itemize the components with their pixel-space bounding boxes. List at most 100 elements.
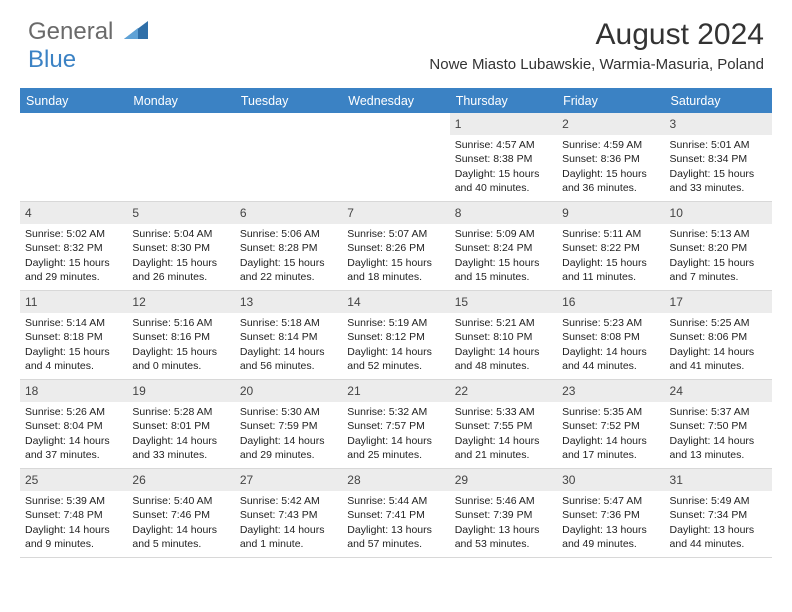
sunset-text: Sunset: 7:46 PM xyxy=(132,508,229,522)
calendar-header-cell: Sunday xyxy=(20,90,127,113)
sunset-text: Sunset: 7:39 PM xyxy=(455,508,552,522)
calendar-row: 25Sunrise: 5:39 AMSunset: 7:48 PMDayligh… xyxy=(20,469,772,558)
calendar-cell: 12Sunrise: 5:16 AMSunset: 8:16 PMDayligh… xyxy=(127,291,234,379)
sunrise-text: Sunrise: 5:23 AM xyxy=(562,316,659,330)
sunrise-text: Sunrise: 5:07 AM xyxy=(347,227,444,241)
cell-content: Sunrise: 5:19 AMSunset: 8:12 PMDaylight:… xyxy=(342,313,449,377)
calendar-cell: 15Sunrise: 5:21 AMSunset: 8:10 PMDayligh… xyxy=(450,291,557,379)
cell-content: Sunrise: 5:47 AMSunset: 7:36 PMDaylight:… xyxy=(557,491,664,555)
date-number: 9 xyxy=(557,202,664,224)
daylight-text: Daylight: 15 hours and 22 minutes. xyxy=(240,256,337,284)
calendar-cell: 21Sunrise: 5:32 AMSunset: 7:57 PMDayligh… xyxy=(342,380,449,468)
cell-content: Sunrise: 5:13 AMSunset: 8:20 PMDaylight:… xyxy=(665,224,772,288)
logo-text-wrap: General Blue xyxy=(28,18,150,74)
calendar: SundayMondayTuesdayWednesdayThursdayFrid… xyxy=(20,88,772,558)
daylight-text: Daylight: 13 hours and 53 minutes. xyxy=(455,523,552,551)
daylight-text: Daylight: 15 hours and 15 minutes. xyxy=(455,256,552,284)
daylight-text: Daylight: 14 hours and 33 minutes. xyxy=(132,434,229,462)
calendar-cell: 3Sunrise: 5:01 AMSunset: 8:34 PMDaylight… xyxy=(665,113,772,201)
sunset-text: Sunset: 8:16 PM xyxy=(132,330,229,344)
daylight-text: Daylight: 14 hours and 1 minute. xyxy=(240,523,337,551)
date-number: 8 xyxy=(450,202,557,224)
sunset-text: Sunset: 8:18 PM xyxy=(25,330,122,344)
sunrise-text: Sunrise: 5:11 AM xyxy=(562,227,659,241)
daylight-text: Daylight: 14 hours and 37 minutes. xyxy=(25,434,122,462)
sunrise-text: Sunrise: 5:30 AM xyxy=(240,405,337,419)
calendar-cell: 17Sunrise: 5:25 AMSunset: 8:06 PMDayligh… xyxy=(665,291,772,379)
daylight-text: Daylight: 13 hours and 57 minutes. xyxy=(347,523,444,551)
sunset-text: Sunset: 8:28 PM xyxy=(240,241,337,255)
sunrise-text: Sunrise: 5:19 AM xyxy=(347,316,444,330)
calendar-cell: 2Sunrise: 4:59 AMSunset: 8:36 PMDaylight… xyxy=(557,113,664,201)
cell-content: Sunrise: 5:04 AMSunset: 8:30 PMDaylight:… xyxy=(127,224,234,288)
sunrise-text: Sunrise: 5:13 AM xyxy=(670,227,767,241)
cell-content: Sunrise: 5:21 AMSunset: 8:10 PMDaylight:… xyxy=(450,313,557,377)
cell-content: Sunrise: 5:18 AMSunset: 8:14 PMDaylight:… xyxy=(235,313,342,377)
calendar-cell: 29Sunrise: 5:46 AMSunset: 7:39 PMDayligh… xyxy=(450,469,557,557)
cell-content: Sunrise: 5:26 AMSunset: 8:04 PMDaylight:… xyxy=(20,402,127,466)
sunset-text: Sunset: 7:48 PM xyxy=(25,508,122,522)
page-header: General Blue August 2024 Nowe Miasto Lub… xyxy=(0,0,792,80)
cell-content: Sunrise: 5:33 AMSunset: 7:55 PMDaylight:… xyxy=(450,402,557,466)
cell-content: Sunrise: 5:39 AMSunset: 7:48 PMDaylight:… xyxy=(20,491,127,555)
sunrise-text: Sunrise: 5:28 AM xyxy=(132,405,229,419)
daylight-text: Daylight: 14 hours and 44 minutes. xyxy=(562,345,659,373)
cell-content: Sunrise: 5:06 AMSunset: 8:28 PMDaylight:… xyxy=(235,224,342,288)
date-number: 30 xyxy=(557,469,664,491)
date-number: 2 xyxy=(557,113,664,135)
date-number: 21 xyxy=(342,380,449,402)
daylight-text: Daylight: 14 hours and 41 minutes. xyxy=(670,345,767,373)
sunrise-text: Sunrise: 5:47 AM xyxy=(562,494,659,508)
sunset-text: Sunset: 8:10 PM xyxy=(455,330,552,344)
calendar-cell: 31Sunrise: 5:49 AMSunset: 7:34 PMDayligh… xyxy=(665,469,772,557)
calendar-cell: 8Sunrise: 5:09 AMSunset: 8:24 PMDaylight… xyxy=(450,202,557,290)
date-number: 23 xyxy=(557,380,664,402)
date-number: 10 xyxy=(665,202,772,224)
cell-content: Sunrise: 5:25 AMSunset: 8:06 PMDaylight:… xyxy=(665,313,772,377)
sunrise-text: Sunrise: 5:01 AM xyxy=(670,138,767,152)
sunrise-text: Sunrise: 5:42 AM xyxy=(240,494,337,508)
calendar-cell: 20Sunrise: 5:30 AMSunset: 7:59 PMDayligh… xyxy=(235,380,342,468)
cell-content: Sunrise: 5:14 AMSunset: 8:18 PMDaylight:… xyxy=(20,313,127,377)
cell-content: Sunrise: 5:42 AMSunset: 7:43 PMDaylight:… xyxy=(235,491,342,555)
calendar-cell: 16Sunrise: 5:23 AMSunset: 8:08 PMDayligh… xyxy=(557,291,664,379)
date-number: 27 xyxy=(235,469,342,491)
calendar-cell: 5Sunrise: 5:04 AMSunset: 8:30 PMDaylight… xyxy=(127,202,234,290)
calendar-header-cell: Tuesday xyxy=(235,90,342,113)
calendar-cell xyxy=(20,113,127,201)
sunset-text: Sunset: 8:24 PM xyxy=(455,241,552,255)
logo-text-blue: Blue xyxy=(28,46,76,73)
daylight-text: Daylight: 14 hours and 52 minutes. xyxy=(347,345,444,373)
date-number: 14 xyxy=(342,291,449,313)
calendar-cell: 26Sunrise: 5:40 AMSunset: 7:46 PMDayligh… xyxy=(127,469,234,557)
daylight-text: Daylight: 14 hours and 56 minutes. xyxy=(240,345,337,373)
cell-content: Sunrise: 5:11 AMSunset: 8:22 PMDaylight:… xyxy=(557,224,664,288)
cell-content: Sunrise: 5:01 AMSunset: 8:34 PMDaylight:… xyxy=(665,135,772,199)
daylight-text: Daylight: 15 hours and 11 minutes. xyxy=(562,256,659,284)
calendar-cell: 4Sunrise: 5:02 AMSunset: 8:32 PMDaylight… xyxy=(20,202,127,290)
date-number: 11 xyxy=(20,291,127,313)
sunrise-text: Sunrise: 5:37 AM xyxy=(670,405,767,419)
cell-content: Sunrise: 5:40 AMSunset: 7:46 PMDaylight:… xyxy=(127,491,234,555)
sunrise-text: Sunrise: 5:26 AM xyxy=(25,405,122,419)
daylight-text: Daylight: 15 hours and 7 minutes. xyxy=(670,256,767,284)
date-number: 13 xyxy=(235,291,342,313)
calendar-cell: 11Sunrise: 5:14 AMSunset: 8:18 PMDayligh… xyxy=(20,291,127,379)
daylight-text: Daylight: 15 hours and 26 minutes. xyxy=(132,256,229,284)
calendar-row: 18Sunrise: 5:26 AMSunset: 8:04 PMDayligh… xyxy=(20,380,772,469)
logo: General Blue xyxy=(28,18,150,74)
date-number: 5 xyxy=(127,202,234,224)
calendar-cell xyxy=(342,113,449,201)
date-number: 3 xyxy=(665,113,772,135)
cell-content: Sunrise: 5:02 AMSunset: 8:32 PMDaylight:… xyxy=(20,224,127,288)
sunset-text: Sunset: 8:22 PM xyxy=(562,241,659,255)
calendar-cell: 9Sunrise: 5:11 AMSunset: 8:22 PMDaylight… xyxy=(557,202,664,290)
sunset-text: Sunset: 8:38 PM xyxy=(455,152,552,166)
sunrise-text: Sunrise: 5:02 AM xyxy=(25,227,122,241)
daylight-text: Daylight: 15 hours and 40 minutes. xyxy=(455,167,552,195)
cell-content: Sunrise: 5:07 AMSunset: 8:26 PMDaylight:… xyxy=(342,224,449,288)
calendar-cell: 13Sunrise: 5:18 AMSunset: 8:14 PMDayligh… xyxy=(235,291,342,379)
sunrise-text: Sunrise: 4:57 AM xyxy=(455,138,552,152)
logo-triangle-icon xyxy=(124,21,148,39)
sunrise-text: Sunrise: 5:06 AM xyxy=(240,227,337,241)
